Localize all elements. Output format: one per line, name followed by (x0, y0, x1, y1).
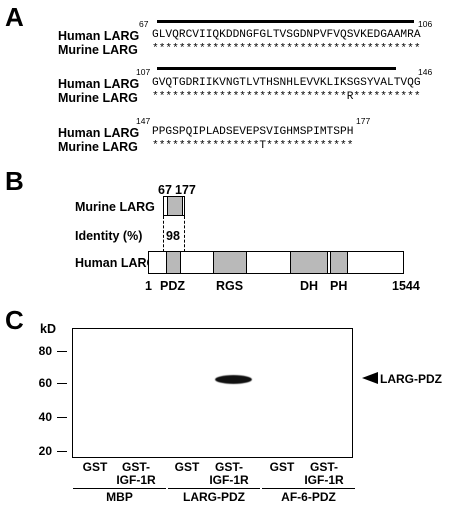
sequence-start-number: 67 (139, 20, 148, 29)
region-bar (157, 67, 396, 70)
murine-larg-label: Murine LARG (75, 201, 155, 214)
panel-letter-c: C (5, 307, 24, 333)
marker-20: 20 (28, 444, 52, 458)
pdz-domain (166, 252, 181, 273)
murine-pdz-domain (167, 197, 183, 215)
lane-label: GST (263, 461, 301, 474)
marker-tick (57, 351, 67, 352)
marker-80: 80 (28, 344, 52, 358)
murine-larg-label: Murine LARG (58, 92, 138, 105)
western-blot-membrane (72, 328, 353, 458)
murine-larg-label: Murine LARG (58, 44, 138, 57)
group-label-mbp: MBP (73, 491, 166, 504)
human-larg-label: Human LARG (58, 127, 139, 140)
panel-letter-b: B (5, 168, 24, 194)
identity-value: 98 (166, 230, 180, 243)
lane-label: GST (168, 461, 206, 474)
group-line-af6-pdz (262, 488, 355, 489)
sequence-end-number: 106 (418, 20, 432, 29)
identity-connector-right (184, 216, 185, 252)
human-larg-schematic (148, 251, 404, 274)
y-axis-unit: kD (40, 323, 56, 336)
larg-pdz-band (216, 376, 251, 383)
human-sequence: GVQTGDRIIKVNGTLVTHSNHLEVVKLIKSGSYVALTVQG (152, 78, 421, 89)
ph-domain (330, 252, 348, 273)
marker-tick (57, 383, 67, 384)
identity-label: Identity (%) (75, 230, 142, 243)
sequence-end-number: 146 (418, 68, 432, 77)
human-larg-label: Human LARG (75, 257, 156, 270)
marker-40: 40 (28, 410, 52, 424)
lane-label: GST- IGF-1R (205, 461, 253, 486)
pdz-label: PDZ (160, 280, 185, 293)
lane-label: GST- IGF-1R (112, 461, 160, 486)
band-label: LARG-PDZ (380, 373, 442, 385)
length-start: 1 (145, 280, 152, 293)
lane-label: GST- IGF-1R (300, 461, 348, 486)
group-line-mbp (73, 488, 166, 489)
dh-domain (290, 252, 328, 273)
sequence-start-number: 107 (136, 68, 150, 77)
human-sequence: PPGSPQIPLADSEVEPSVIGHMSPIMTSPH (152, 127, 353, 138)
identity-connector-left (163, 216, 164, 252)
murine-sequence: *****************************R********** (152, 92, 421, 103)
arrowhead-icon (362, 372, 378, 384)
marker-tick (57, 451, 67, 452)
lane-label: GST (76, 461, 114, 474)
group-line-larg-pdz (168, 488, 260, 489)
human-larg-label: Human LARG (58, 30, 139, 43)
murine-larg-label: Murine LARG (58, 141, 138, 154)
group-label-larg-pdz: LARG-PDZ (168, 491, 260, 504)
murine-range-end: 177 (175, 184, 196, 197)
panel-letter-a: A (5, 4, 24, 30)
marker-tick (57, 417, 67, 418)
murine-sequence: **************************************** (152, 44, 421, 55)
marker-60: 60 (28, 376, 52, 390)
dh-label: DH (300, 280, 318, 293)
rgs-domain (213, 252, 247, 273)
murine-range-start: 67 (158, 184, 172, 197)
group-label-af6-pdz: AF-6-PDZ (262, 491, 355, 504)
ph-label: PH (330, 280, 347, 293)
domain-divider (327, 252, 328, 273)
human-sequence: GLVQRCVIIQKDDNGFGLTVSGDNPVFVQSVKEDGAAMRA (152, 30, 421, 41)
human-larg-label: Human LARG (58, 78, 139, 91)
length-end: 1544 (392, 280, 420, 293)
sequence-start-number: 147 (136, 117, 150, 126)
region-bar (157, 20, 414, 23)
murine-fragment-box (163, 196, 185, 216)
rgs-label: RGS (216, 280, 243, 293)
sequence-end-number: 177 (356, 117, 370, 126)
murine-sequence: ****************T************* (152, 141, 353, 152)
